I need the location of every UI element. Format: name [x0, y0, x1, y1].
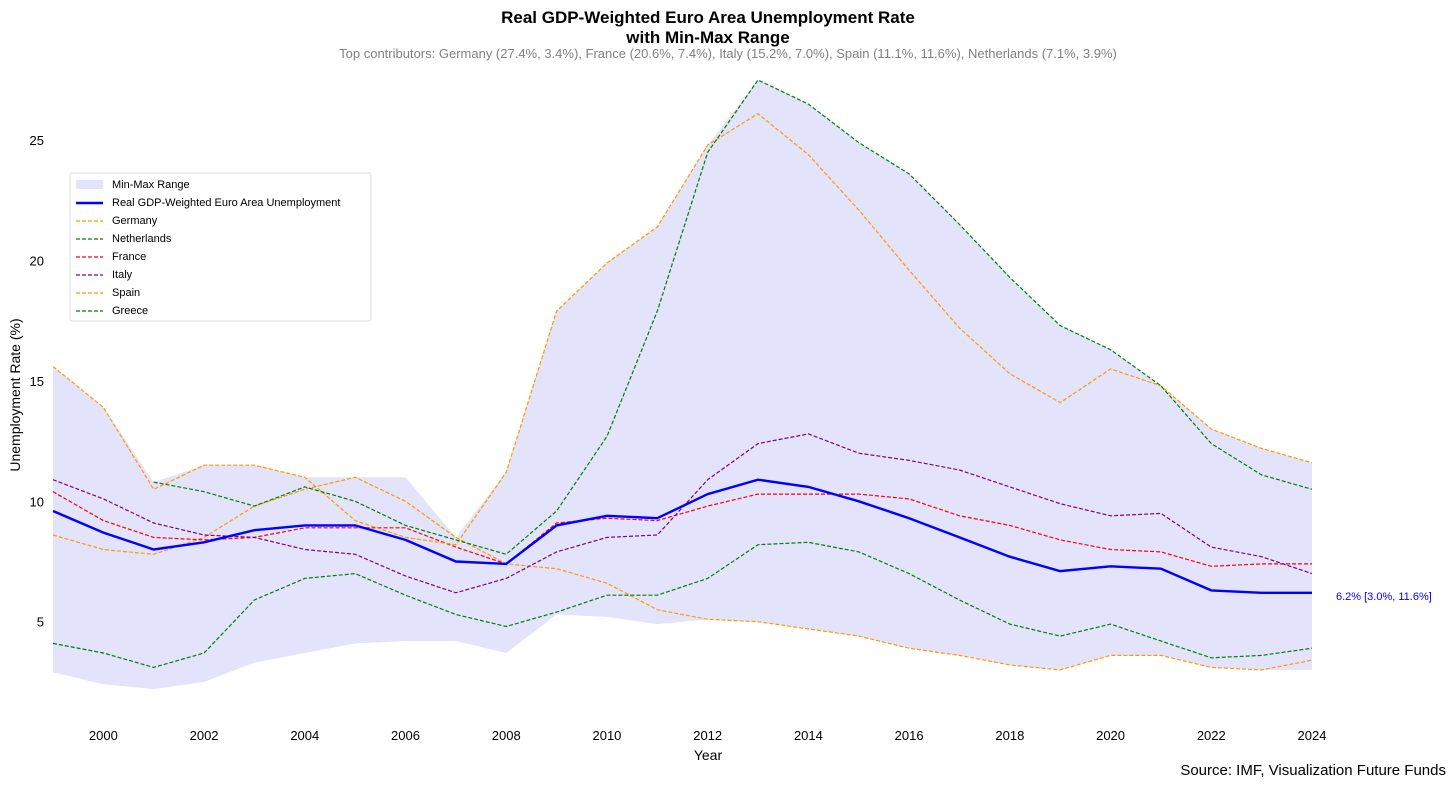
x-tick-label: 2000 [89, 728, 118, 743]
chart-title-line1: Real GDP-Weighted Euro Area Unemployment… [501, 8, 915, 27]
legend-item: Netherlands [76, 233, 172, 245]
x-axis-ticks: 2000 2002 2004 2006 2008 2010 2012 2014 2016 2018… [89, 728, 1327, 743]
legend: Min-Max Range Real GDP-Weighted Euro Area… [69, 172, 372, 322]
weighted-unemployment-line [52, 478, 1312, 594]
legend-item: Min-Max Range [76, 179, 190, 191]
chart-subtitle: Top contributors: Germany (27.4%, 3.4%),… [339, 46, 1117, 61]
y-tick-label: 10 [30, 494, 44, 509]
chart-title-line2: with Min-Max Range [625, 28, 789, 47]
series-line-france [52, 491, 1312, 567]
y-axis-ticks: 5 10 15 20 25 [30, 133, 44, 629]
x-tick-label: 2020 [1096, 728, 1125, 743]
legend-item: Italy [76, 269, 133, 281]
legend-label: Spain [112, 287, 140, 299]
x-tick-label: 2022 [1197, 728, 1226, 743]
legend-label: Germany [112, 215, 158, 227]
x-tick-label: 2012 [693, 728, 722, 743]
legend-label: Italy [112, 269, 133, 281]
x-tick-label: 2008 [492, 728, 521, 743]
legend-label: Greece [112, 305, 148, 317]
series-line-spain [52, 112, 1313, 546]
legend-item: Real GDP-Weighted Euro Area Unemployment [76, 197, 340, 209]
x-tick-label: 2006 [391, 728, 420, 743]
x-tick-label: 2024 [1298, 728, 1327, 743]
legend-label: Netherlands [112, 233, 172, 245]
y-tick-label: 20 [30, 254, 44, 269]
latest-value-annotation: 6.2% [3.0%, 11.6%] [1336, 591, 1432, 603]
y-tick-label: 5 [37, 615, 44, 630]
series-lines [52, 79, 1313, 671]
legend-label: Real GDP-Weighted Euro Area Unemployment [112, 197, 340, 209]
y-tick-label: 15 [30, 374, 44, 389]
x-tick-label: 2016 [895, 728, 924, 743]
series-line-netherlands [52, 541, 1313, 669]
legend-box [69, 172, 372, 322]
legend-item: Spain [76, 287, 140, 299]
legend-label: Min-Max Range [112, 179, 190, 191]
x-tick-label: 2014 [794, 728, 823, 743]
y-tick-label: 25 [30, 133, 44, 148]
legend-item: Greece [76, 305, 148, 317]
x-axis-label: Year [694, 747, 723, 763]
x-tick-label: 2002 [190, 728, 219, 743]
source-note: Source: IMF, Visualization Future Funds [1180, 762, 1446, 779]
plot-area [52, 79, 1313, 690]
legend-item: Germany [76, 215, 158, 227]
legend-item: France [76, 251, 146, 263]
x-tick-label: 2018 [995, 728, 1024, 743]
x-tick-label: 2004 [290, 728, 319, 743]
series-line-greece [153, 79, 1313, 555]
y-axis-label: Unemployment Rate (%) [7, 318, 23, 471]
min-max-range-area [53, 80, 1312, 690]
legend-label: France [112, 251, 146, 263]
x-tick-label: 2010 [592, 728, 621, 743]
series-line-germany [52, 476, 1313, 671]
legend-swatch [76, 180, 103, 189]
